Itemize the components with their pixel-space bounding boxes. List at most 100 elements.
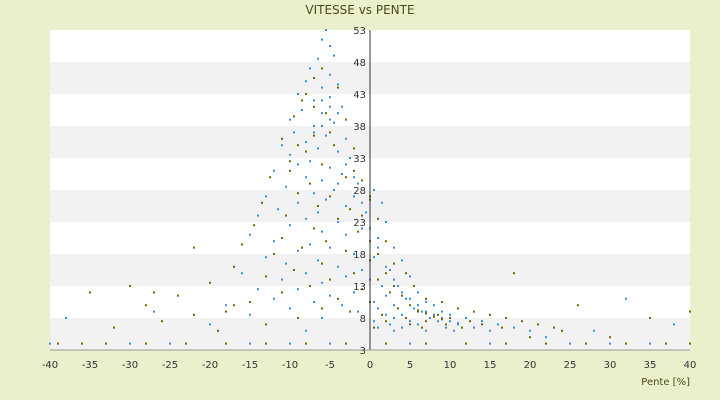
- data-point-series-2: [465, 342, 467, 345]
- data-point-series-1: [377, 326, 379, 329]
- data-point-series-1: [329, 96, 331, 99]
- data-point-series-2: [209, 281, 211, 284]
- data-point-series-1: [497, 323, 499, 326]
- data-point-series-2: [385, 320, 387, 323]
- data-point-series-2: [461, 326, 463, 329]
- data-point-series-1: [313, 131, 315, 134]
- data-point-series-1: [313, 192, 315, 195]
- y-tick-label: 43: [353, 90, 366, 101]
- data-point-series-1: [309, 160, 311, 163]
- data-point-series-1: [381, 201, 383, 204]
- data-point-series-1: [593, 329, 595, 332]
- data-point-series-1: [433, 313, 435, 316]
- data-point-series-2: [345, 342, 347, 345]
- data-point-series-1: [321, 230, 323, 233]
- data-point-series-2: [253, 224, 255, 227]
- data-point-series-1: [361, 227, 363, 230]
- data-point-series-1: [317, 57, 319, 60]
- data-point-series-1: [301, 109, 303, 111]
- data-point-series-1: [405, 297, 407, 300]
- data-point-series-2: [345, 249, 347, 252]
- data-point-series-1: [297, 201, 299, 204]
- data-point-series-2: [305, 342, 307, 345]
- data-point-series-2: [349, 208, 351, 211]
- data-point-series-2: [281, 291, 283, 294]
- data-point-series-1: [321, 112, 323, 115]
- data-point-series-2: [409, 304, 411, 307]
- data-point-series-1: [377, 246, 379, 249]
- data-point-series-1: [285, 185, 287, 188]
- x-tick-label: -30: [122, 360, 138, 371]
- data-point-series-1: [409, 297, 411, 300]
- data-point-series-1: [341, 304, 343, 307]
- data-point-series-1: [341, 173, 343, 175]
- y-tick-label: 3: [360, 346, 366, 357]
- data-point-series-1: [321, 281, 323, 284]
- data-point-series-2: [689, 310, 691, 313]
- data-point-series-2: [373, 326, 375, 329]
- y-tick-label: 33: [353, 154, 366, 165]
- data-point-series-1: [357, 182, 359, 185]
- data-point-series-1: [357, 310, 359, 313]
- data-point-series-1: [353, 291, 355, 294]
- data-point-series-1: [257, 214, 259, 217]
- data-point-series-1: [373, 256, 375, 259]
- data-point-series-1: [385, 221, 387, 223]
- data-point-series-2: [145, 342, 147, 345]
- data-point-series-2: [301, 99, 303, 102]
- data-point-series-1: [337, 112, 339, 115]
- data-point-series-2: [317, 205, 319, 207]
- data-point-series-2: [385, 342, 387, 345]
- data-point-series-1: [281, 278, 283, 281]
- data-point-series-1: [401, 291, 403, 294]
- data-point-series-1: [305, 272, 307, 275]
- x-tick-label: 25: [564, 360, 577, 371]
- data-point-series-1: [401, 326, 403, 329]
- data-point-series-2: [185, 342, 187, 345]
- data-point-series-1: [305, 329, 307, 332]
- data-point-series-1: [481, 320, 483, 323]
- data-point-series-2: [537, 323, 539, 326]
- data-point-series-2: [349, 310, 351, 313]
- data-point-series-2: [177, 294, 179, 297]
- data-point-series-1: [373, 320, 375, 323]
- x-axis-label: Pente [%]: [641, 377, 690, 388]
- data-point-series-1: [529, 329, 531, 332]
- data-point-series-1: [361, 269, 363, 271]
- data-point-series-2: [217, 329, 219, 332]
- data-point-series-2: [273, 253, 275, 255]
- data-point-series-1: [329, 73, 331, 76]
- data-point-series-2: [193, 313, 195, 316]
- data-point-series-1: [385, 265, 387, 268]
- x-tick-label: -20: [202, 360, 218, 371]
- x-tick-label: -10: [282, 360, 298, 371]
- data-point-series-1: [401, 259, 403, 262]
- data-point-series-1: [333, 121, 335, 124]
- data-point-series-1: [297, 163, 299, 166]
- data-point-series-2: [225, 310, 227, 313]
- data-point-series-2: [325, 240, 327, 243]
- data-point-series-2: [417, 309, 419, 312]
- data-point-series-2: [337, 217, 339, 220]
- data-point-series-1: [305, 217, 307, 220]
- y-tick-label: 28: [353, 186, 366, 197]
- data-point-series-2: [113, 326, 115, 329]
- data-point-series-2: [313, 77, 315, 79]
- data-point-series-1: [393, 304, 395, 307]
- data-point-series-2: [665, 342, 667, 345]
- data-point-series-2: [561, 329, 563, 332]
- data-point-series-1: [389, 323, 391, 326]
- data-point-series-2: [325, 112, 327, 115]
- x-tick-label: -15: [242, 360, 258, 371]
- x-tick-label: -35: [82, 360, 98, 371]
- data-point-series-2: [529, 336, 531, 339]
- data-point-series-1: [393, 329, 395, 332]
- y-tick-label: 13: [353, 282, 366, 293]
- data-point-series-1: [625, 297, 627, 300]
- data-point-series-1: [337, 265, 339, 268]
- data-point-series-1: [425, 329, 427, 332]
- data-point-series-1: [289, 118, 291, 121]
- data-point-series-2: [321, 67, 323, 70]
- data-point-series-2: [289, 169, 291, 172]
